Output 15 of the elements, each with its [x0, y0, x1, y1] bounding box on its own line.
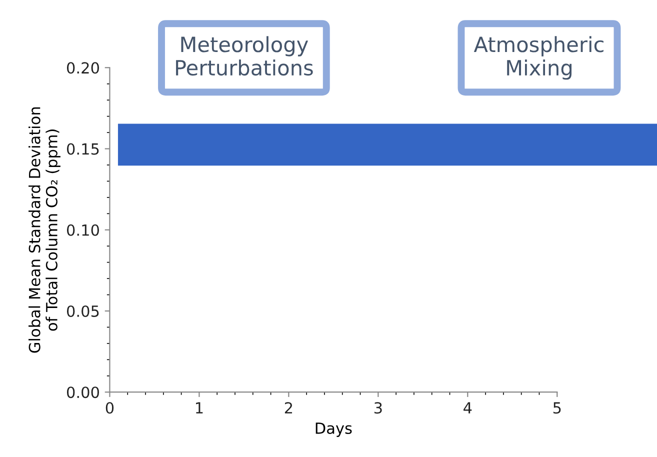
x-tick-label: 0 [106, 402, 114, 414]
x-tick-label: 3 [374, 402, 382, 414]
x-tick-label: 4 [464, 402, 472, 414]
y-tick-label: 0.00 [66, 386, 99, 398]
y-tick-label: 0.20 [66, 62, 99, 74]
annotation: Meteorology Perturbations [176, 36, 313, 76]
x-axis-title: Days [316, 422, 352, 437]
x-tick-label: 2 [284, 402, 292, 414]
x-tick-label: 5 [553, 402, 561, 414]
x-tick-label: 1 [196, 402, 203, 414]
y-tick-label: 0.10 [66, 224, 99, 236]
y-tick-label: 0.05 [66, 305, 99, 318]
y-axis-title: Global Mean Standard Deviation of Total Column CO₂ (ppm) [28, 107, 60, 353]
annotation: Atmospheric Mixing [474, 36, 604, 80]
y-tick-label: 0.15 [66, 143, 99, 155]
